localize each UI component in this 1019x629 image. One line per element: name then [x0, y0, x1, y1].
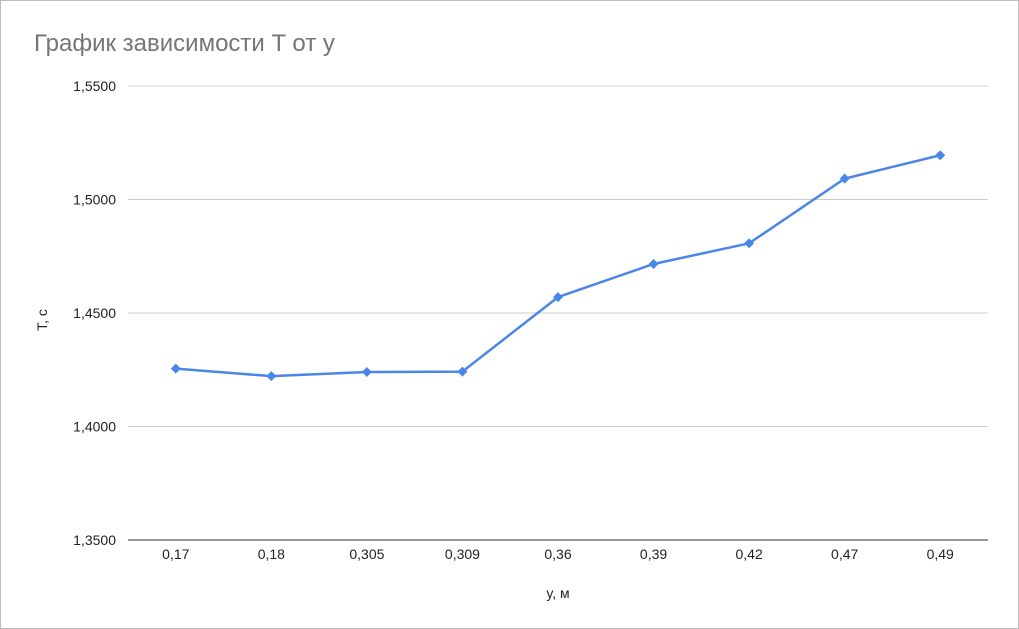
x-tick-label: 0,309	[445, 546, 480, 562]
data-point-marker	[553, 292, 563, 303]
gridlines	[128, 85, 988, 541]
x-tick-label: 0,36	[544, 546, 571, 562]
data-point-marker	[744, 238, 755, 249]
y-axis-title: T, c	[34, 309, 50, 331]
x-tick-label: 0,18	[258, 546, 285, 562]
x-tick-label: 0,17	[162, 546, 189, 562]
data-point-marker	[648, 258, 659, 269]
y-tick-label: 1,4000	[73, 419, 116, 435]
chart-title: График зависимости T от y	[34, 30, 335, 57]
data-point-marker	[170, 363, 181, 374]
series-line-path	[175, 154, 941, 378]
data-point-marker	[361, 367, 372, 378]
data-point-marker	[839, 173, 850, 184]
y-tick-label: 1,5500	[73, 78, 116, 94]
x-tick-label: 0,305	[349, 546, 384, 562]
x-tick-label: 0,39	[640, 546, 667, 562]
data-point-marker	[457, 366, 468, 377]
x-axis-title: y, м	[546, 585, 569, 601]
series-line	[170, 150, 946, 382]
y-tick-label: 1,4500	[73, 305, 116, 321]
y-tick-label: 1,5000	[73, 192, 116, 208]
data-point-marker	[935, 150, 946, 161]
x-tick-labels: 0,17 0,18 0,305 0,309 0,36 0,39 0,42 0,47 0,49	[162, 546, 954, 562]
data-point-marker	[266, 371, 277, 382]
y-tick-labels: 1,3500 1,4000 1,4500 1,5000 1,5500	[73, 78, 116, 548]
y-tick-label: 1,3500	[73, 532, 116, 548]
x-tick-label: 0,49	[927, 546, 954, 562]
x-tick-label: 0,42	[735, 546, 762, 562]
x-tick-label: 0,47	[831, 546, 858, 562]
